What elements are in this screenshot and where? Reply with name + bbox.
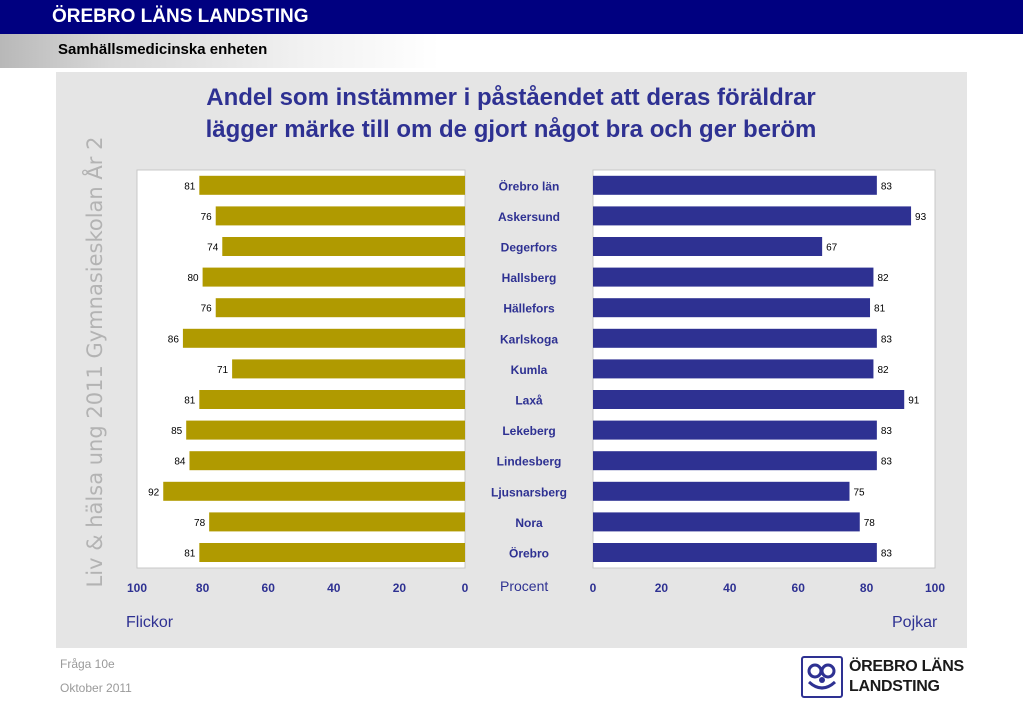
data-label-pojkar: 75 xyxy=(854,487,866,498)
category-label: Örebro xyxy=(509,546,549,561)
chart-title-line-1: Andel som instämmer i påståendet att der… xyxy=(206,84,816,111)
question-number: Fråga 10e xyxy=(60,657,115,671)
bar-flickor xyxy=(222,237,465,256)
bar-flickor xyxy=(209,512,465,532)
chart-title-line-2: lägger märke till om de gjort något bra … xyxy=(205,116,817,143)
bar-pojkar xyxy=(593,175,877,195)
category-label: Hällefors xyxy=(503,302,555,316)
x-tick-label-left: 60 xyxy=(262,581,276,595)
data-label-flickor: 76 xyxy=(201,304,213,315)
logo-text-line-1: ÖREBRO LÄNS xyxy=(849,658,964,675)
report-date: Oktober 2011 xyxy=(60,681,132,695)
unit-name: Samhällsmedicinska enheten xyxy=(58,41,268,58)
bar-pojkar xyxy=(593,298,871,318)
x-tick-label-left: 100 xyxy=(127,581,147,595)
data-label-flickor: 74 xyxy=(207,243,219,254)
x-axis-label: Procent xyxy=(500,578,549,594)
bar-pojkar xyxy=(593,237,823,256)
data-label-pojkar: 82 xyxy=(877,273,889,284)
bar-flickor xyxy=(215,206,465,226)
bar-pojkar xyxy=(593,267,874,287)
bar-pojkar xyxy=(593,543,877,562)
data-label-flickor: 81 xyxy=(184,181,196,192)
category-label: Askersund xyxy=(498,210,560,224)
bar-flickor xyxy=(199,175,465,195)
category-label: Nora xyxy=(515,516,543,530)
logo-emblem-icon xyxy=(801,656,843,698)
data-label-flickor: 92 xyxy=(148,487,160,498)
chart-title: Andel som instämmer i påståendet att der… xyxy=(118,82,904,146)
bar-flickor xyxy=(189,451,466,471)
bar-pojkar xyxy=(593,481,850,501)
category-label: Laxå xyxy=(515,394,543,408)
x-tick-label-left: 20 xyxy=(393,581,407,595)
data-label-flickor: 80 xyxy=(187,273,199,284)
data-label-flickor: 76 xyxy=(201,212,213,223)
bar-flickor xyxy=(215,298,465,318)
category-label: Örebro län xyxy=(499,178,560,193)
bar-pojkar xyxy=(593,512,860,532)
x-tick-label-right: 80 xyxy=(860,581,874,595)
bar-flickor xyxy=(199,390,465,409)
bar-flickor xyxy=(163,481,466,501)
data-label-pojkar: 83 xyxy=(881,426,893,437)
bar-pojkar xyxy=(593,420,877,440)
subheader-bar xyxy=(0,34,440,68)
header-bar xyxy=(0,0,1023,34)
x-tick-label-right: 60 xyxy=(792,581,806,595)
x-tick-label-right: 20 xyxy=(655,581,669,595)
x-tick-label-left: 0 xyxy=(462,581,469,595)
bar-flickor xyxy=(199,543,465,562)
bar-pojkar xyxy=(593,390,905,409)
data-label-flickor: 84 xyxy=(174,457,186,468)
data-label-pojkar: 91 xyxy=(908,396,920,407)
category-label: Kumla xyxy=(511,363,548,377)
data-label-pojkar: 83 xyxy=(881,549,893,560)
category-label: Degerfors xyxy=(501,241,558,255)
data-label-pojkar: 78 xyxy=(864,518,876,529)
data-label-pojkar: 83 xyxy=(881,334,893,345)
bar-flickor xyxy=(182,328,466,348)
data-label-pojkar: 67 xyxy=(826,243,838,254)
data-label-flickor: 86 xyxy=(168,334,180,345)
data-label-pojkar: 83 xyxy=(881,457,893,468)
data-label-flickor: 71 xyxy=(217,365,229,376)
category-label: Lekeberg xyxy=(502,424,555,438)
bar-pojkar xyxy=(593,359,874,379)
x-tick-label-right: 40 xyxy=(723,581,737,595)
category-label: Karlskoga xyxy=(500,332,558,346)
x-tick-label-left: 40 xyxy=(327,581,341,595)
bar-flickor xyxy=(232,359,465,379)
x-tick-label-right: 100 xyxy=(925,581,945,595)
x-tick-label-left: 80 xyxy=(196,581,210,595)
data-label-pojkar: 83 xyxy=(881,181,893,192)
bar-flickor xyxy=(186,420,465,440)
data-label-pojkar: 81 xyxy=(874,304,886,315)
category-label: Hallsberg xyxy=(502,271,557,285)
data-label-flickor: 85 xyxy=(171,426,183,437)
data-label-pojkar: 82 xyxy=(877,365,889,376)
legend-flickor: Flickor xyxy=(126,614,174,631)
bar-pojkar xyxy=(593,451,877,471)
x-tick-label-right: 0 xyxy=(590,581,597,595)
data-label-flickor: 78 xyxy=(194,518,206,529)
logo-text-line-2: LANDSTING xyxy=(849,678,940,695)
bar-flickor xyxy=(202,267,465,287)
data-label-pojkar: 93 xyxy=(915,212,927,223)
bar-pojkar xyxy=(593,206,912,226)
data-label-flickor: 81 xyxy=(184,549,196,560)
bar-pojkar xyxy=(593,328,877,348)
legend-pojkar: Pojkar xyxy=(892,614,938,631)
data-label-flickor: 81 xyxy=(184,396,196,407)
category-label: Lindesberg xyxy=(497,455,562,469)
landsting-logo: ÖREBRO LÄNS LANDSTING xyxy=(801,656,964,700)
org-title: ÖREBRO LÄNS LANDSTING xyxy=(52,6,309,27)
category-label: Ljusnarsberg xyxy=(491,485,567,499)
